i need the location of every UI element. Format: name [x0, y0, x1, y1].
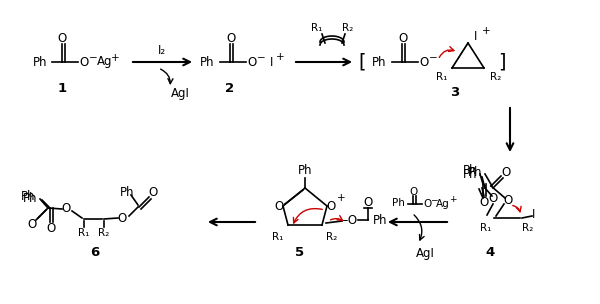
Text: Ag: Ag	[436, 199, 450, 209]
Text: 6: 6	[91, 246, 100, 258]
Text: O: O	[503, 194, 512, 206]
Text: Ph: Ph	[373, 213, 387, 226]
Text: Ph: Ph	[200, 56, 214, 68]
Text: −: −	[430, 195, 438, 205]
Text: 5: 5	[295, 246, 305, 258]
Text: O: O	[247, 56, 257, 68]
Text: O: O	[488, 192, 497, 205]
Text: +: +	[449, 195, 457, 205]
Text: 1: 1	[58, 81, 67, 95]
Text: Ph: Ph	[33, 56, 47, 68]
Text: R₂: R₂	[523, 223, 533, 233]
Text: +: +	[337, 193, 346, 203]
Text: Ph: Ph	[392, 198, 404, 208]
Text: O: O	[398, 32, 407, 44]
Text: Ph: Ph	[468, 165, 482, 178]
Text: O: O	[79, 56, 89, 68]
Text: R₂: R₂	[490, 72, 502, 82]
Text: AgI: AgI	[170, 87, 190, 99]
Text: O: O	[479, 195, 488, 209]
Text: R₂: R₂	[343, 23, 353, 33]
Text: 2: 2	[226, 81, 235, 95]
Text: 3: 3	[451, 85, 460, 98]
Text: R₁: R₁	[481, 223, 491, 233]
Text: O: O	[274, 199, 284, 212]
Text: +: +	[275, 52, 284, 62]
Text: O: O	[28, 217, 37, 230]
Text: R₂: R₂	[98, 228, 110, 238]
Text: +: +	[110, 53, 119, 63]
Text: −: −	[428, 53, 437, 63]
Text: O: O	[46, 222, 56, 234]
Text: Ph: Ph	[463, 168, 477, 181]
Text: O: O	[364, 195, 373, 209]
Text: R₁: R₁	[272, 232, 284, 242]
Text: Ph: Ph	[120, 186, 134, 199]
Text: O: O	[118, 212, 127, 224]
Text: I: I	[271, 56, 274, 68]
Text: R₁: R₁	[311, 23, 323, 33]
Text: Ph: Ph	[298, 164, 312, 177]
Text: O: O	[326, 199, 335, 212]
Text: Ag: Ag	[97, 56, 113, 68]
Text: +: +	[482, 26, 490, 36]
Text: AgI: AgI	[416, 247, 434, 260]
Text: Ph: Ph	[372, 56, 386, 68]
Text: O: O	[419, 56, 428, 68]
Text: O: O	[410, 187, 418, 197]
Text: Ph: Ph	[463, 164, 477, 177]
Text: Ph: Ph	[21, 189, 35, 202]
Text: O: O	[423, 199, 431, 209]
Text: [: [	[358, 53, 366, 71]
Text: R₁: R₁	[436, 72, 448, 82]
Text: I: I	[532, 208, 536, 220]
Text: 4: 4	[485, 246, 494, 258]
Text: −: −	[89, 53, 97, 63]
Text: O: O	[226, 32, 236, 44]
Text: I₂: I₂	[158, 43, 166, 57]
Text: −: −	[257, 53, 265, 63]
Text: −O: −O	[338, 213, 358, 226]
Text: O: O	[61, 202, 71, 216]
Text: O: O	[148, 186, 158, 199]
Text: I: I	[475, 30, 478, 43]
Text: O: O	[502, 165, 511, 178]
Text: O: O	[58, 32, 67, 44]
Text: Ph: Ph	[23, 192, 37, 205]
Text: R₁: R₁	[79, 228, 89, 238]
Text: R₂: R₂	[326, 232, 338, 242]
Text: ]: ]	[498, 53, 506, 71]
